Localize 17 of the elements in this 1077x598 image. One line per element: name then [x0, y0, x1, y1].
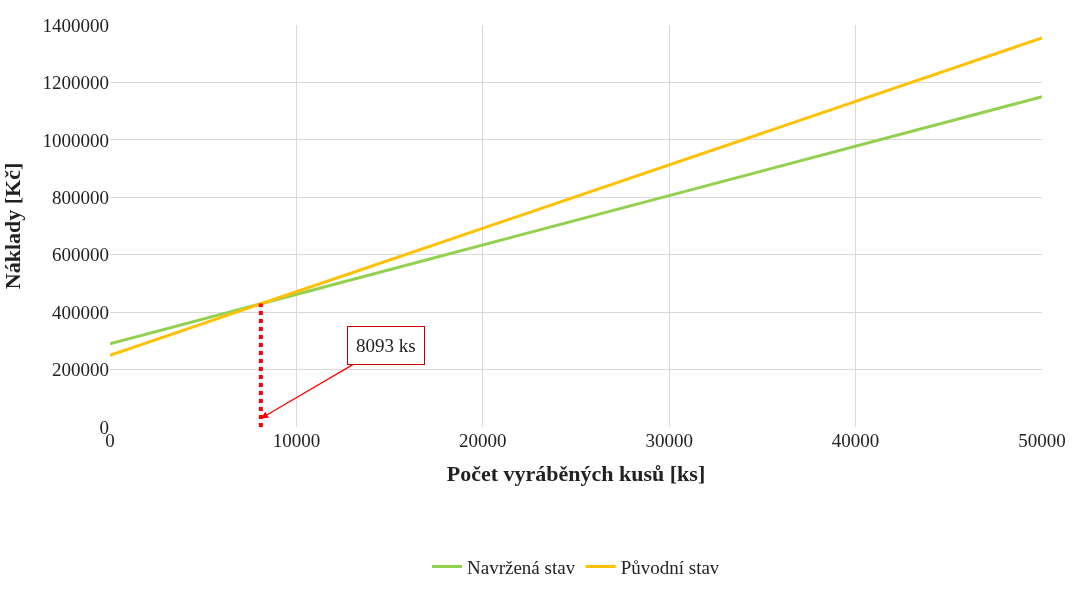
x-tick-label: 30000: [645, 430, 693, 451]
y-tick-label: 400000: [52, 301, 109, 323]
legend-label: Původní stav: [620, 556, 720, 578]
x-tick-label: 50000: [1018, 430, 1066, 451]
y-tick-label: 200000: [52, 359, 109, 381]
y-tick-label: 1200000: [42, 72, 109, 94]
x-tick-label: 20000: [459, 430, 507, 451]
y-tick-label: 600000: [52, 244, 109, 266]
y-tick-label: 800000: [52, 186, 109, 208]
annotation: 8093 ks: [356, 335, 416, 356]
y-tick-label: 1400000: [42, 14, 109, 36]
x-tick-label: 40000: [831, 430, 880, 451]
y-tick-label: 1000000: [42, 129, 109, 151]
x-tick-label: 10000: [272, 430, 321, 451]
x-axis-title: Počet vyráběných kusů [ks]: [446, 460, 706, 486]
legend-label: Navržená stav: [467, 556, 576, 578]
y-axis-title: Náklady [Kč]: [0, 162, 26, 290]
